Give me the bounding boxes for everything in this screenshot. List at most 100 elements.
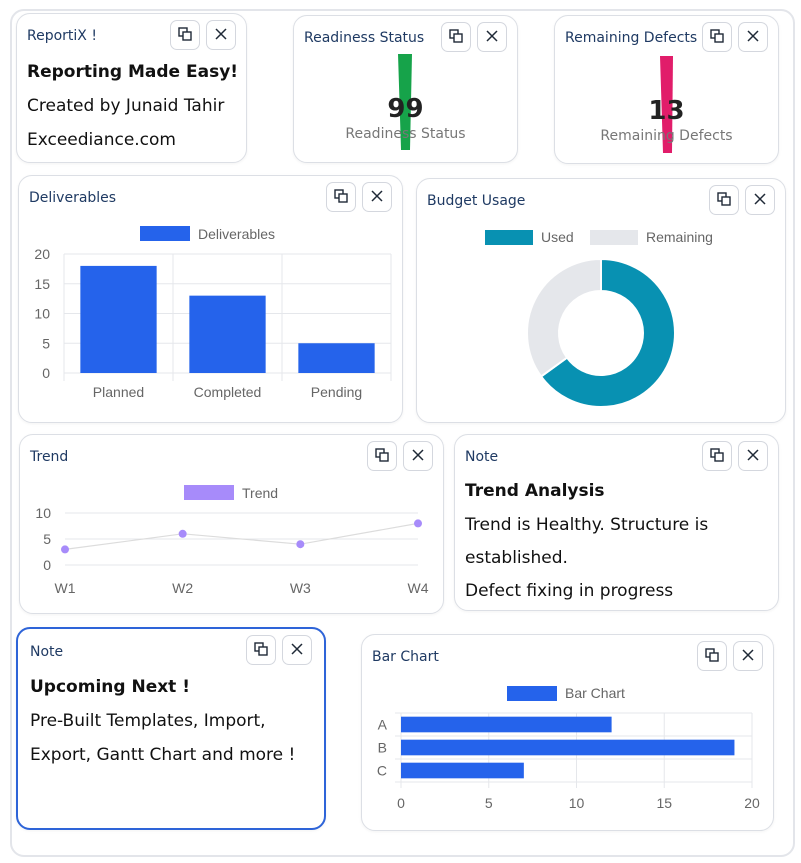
x-tick-label: 15 bbox=[656, 795, 672, 811]
y-tick-label: 10 bbox=[34, 306, 50, 322]
readiness-status-card[interactable]: Readiness Status 99 Readiness Status bbox=[293, 15, 518, 163]
card-heading: Reporting Made Easy! bbox=[27, 62, 239, 82]
note-card-selected[interactable]: Note Upcoming Next ! Pre-Built Templates… bbox=[16, 627, 326, 830]
budget-chart: Used Remaining bbox=[485, 229, 713, 408]
bar bbox=[401, 739, 735, 756]
gauge-value: 99 bbox=[387, 94, 424, 124]
bar bbox=[401, 762, 524, 779]
duplicate-icon bbox=[375, 447, 389, 466]
card-title: Note bbox=[465, 449, 499, 465]
card-title: Budget Usage bbox=[427, 193, 526, 209]
close-button[interactable] bbox=[206, 20, 236, 50]
duplicate-icon bbox=[254, 641, 268, 660]
close-button[interactable] bbox=[477, 22, 507, 52]
y-tick-label: 0 bbox=[42, 365, 50, 381]
duplicate-icon bbox=[178, 26, 192, 45]
close-button[interactable] bbox=[362, 182, 392, 212]
y-tick-label: 20 bbox=[34, 246, 50, 262]
gauge-needle bbox=[660, 56, 673, 153]
card-title: Readiness Status bbox=[304, 30, 425, 46]
y-tick-label: 5 bbox=[42, 335, 50, 351]
duplicate-button[interactable] bbox=[170, 20, 200, 50]
x-tick-label: W4 bbox=[408, 580, 429, 596]
x-tick-label: 10 bbox=[569, 795, 585, 811]
bar bbox=[298, 343, 375, 373]
remaining-defects-card[interactable]: Remaining Defects 13 Remaining Defects bbox=[554, 15, 779, 164]
y-tick-label: 5 bbox=[43, 531, 51, 547]
budget-usage-card[interactable]: Budget Usage Used Remaining bbox=[416, 178, 786, 423]
close-button[interactable] bbox=[282, 635, 312, 665]
duplicate-button[interactable] bbox=[246, 635, 276, 665]
close-icon bbox=[741, 647, 755, 666]
legend-swatch bbox=[184, 485, 234, 500]
close-icon bbox=[290, 641, 304, 660]
x-tick-label: W1 bbox=[55, 580, 76, 596]
duplicate-button[interactable] bbox=[702, 441, 732, 471]
x-tick-label: Completed bbox=[194, 384, 262, 400]
close-button[interactable] bbox=[403, 441, 433, 471]
trend-chart: Trend 0 5 10 W1 W2 W3 W4 bbox=[35, 485, 429, 596]
y-tick-label: 15 bbox=[34, 276, 50, 292]
card-text-line: Exceediance.com bbox=[27, 130, 176, 150]
y-tick-label: C bbox=[377, 763, 387, 779]
close-icon bbox=[753, 191, 767, 210]
card-title: Deliverables bbox=[29, 190, 117, 206]
x-tick-label: Planned bbox=[93, 384, 144, 400]
bar bbox=[189, 295, 266, 373]
bar-chart-card[interactable]: Bar Chart Bar Chart 0 5 10 15 20 A B C bbox=[361, 634, 774, 831]
close-button[interactable] bbox=[745, 185, 775, 215]
donut-slice bbox=[526, 257, 602, 378]
card-title: Note bbox=[30, 644, 64, 660]
close-button[interactable] bbox=[733, 641, 763, 671]
legend-swatch bbox=[590, 230, 638, 245]
card-title: Trend bbox=[30, 449, 69, 465]
legend-swatch bbox=[507, 686, 557, 701]
note-card[interactable]: Note Trend Analysis Trend is Healthy. St… bbox=[454, 434, 779, 611]
close-icon bbox=[746, 447, 760, 466]
card-heading: Trend Analysis bbox=[465, 481, 605, 501]
reportix-card[interactable]: ReportiX ! Reporting Made Easy! Created … bbox=[16, 13, 247, 163]
legend-label: Deliverables bbox=[198, 226, 275, 242]
data-point bbox=[178, 529, 187, 538]
x-tick-label: 0 bbox=[397, 795, 405, 811]
duplicate-button[interactable] bbox=[702, 22, 732, 52]
gauge-needle bbox=[398, 54, 412, 150]
gauge-value: 13 bbox=[648, 96, 685, 126]
duplicate-button[interactable] bbox=[326, 182, 356, 212]
x-tick-label: W3 bbox=[290, 580, 311, 596]
close-icon bbox=[485, 28, 499, 47]
card-text-line: Pre-Built Templates, Import, bbox=[30, 711, 266, 731]
card-text-line: Export, Gantt Chart and more ! bbox=[30, 745, 296, 765]
close-icon bbox=[746, 28, 760, 47]
deliverables-card[interactable]: Deliverables Deliverables 0 5 10 15 20 Planned… bbox=[18, 175, 403, 423]
duplicate-button[interactable] bbox=[367, 441, 397, 471]
close-button[interactable] bbox=[738, 441, 768, 471]
close-icon bbox=[370, 188, 384, 207]
data-point bbox=[414, 519, 422, 528]
card-title: ReportiX ! bbox=[27, 28, 97, 44]
data-point bbox=[61, 545, 69, 554]
card-text-line: Created by Junaid Tahir bbox=[27, 96, 225, 116]
deliverables-chart: Deliverables 0 5 10 15 20 Planned Completed Pend… bbox=[34, 226, 392, 400]
x-tick-label: W2 bbox=[172, 580, 193, 596]
duplicate-button[interactable] bbox=[709, 185, 739, 215]
close-button[interactable] bbox=[738, 22, 768, 52]
duplicate-icon bbox=[710, 28, 724, 47]
series-line bbox=[64, 522, 419, 550]
trend-card[interactable]: Trend Trend 0 5 10 W1 W2 W3 W4 bbox=[19, 434, 444, 614]
legend-swatch bbox=[140, 226, 190, 241]
duplicate-icon bbox=[334, 188, 348, 207]
card-text-line: Trend is Healthy. Structure is bbox=[465, 515, 709, 535]
x-tick-label: 20 bbox=[744, 795, 760, 811]
data-point bbox=[296, 540, 305, 549]
card-heading: Upcoming Next ! bbox=[30, 677, 190, 697]
card-title: Bar Chart bbox=[372, 649, 439, 665]
duplicate-icon bbox=[449, 28, 463, 47]
y-tick-label: 10 bbox=[35, 505, 51, 521]
duplicate-button[interactable] bbox=[697, 641, 727, 671]
legend-label: Bar Chart bbox=[565, 685, 625, 701]
card-text-line: Defect fixing in progress bbox=[465, 581, 674, 601]
duplicate-button[interactable] bbox=[441, 22, 471, 52]
close-icon bbox=[214, 26, 228, 45]
gauge-label: Readiness Status bbox=[345, 126, 466, 142]
